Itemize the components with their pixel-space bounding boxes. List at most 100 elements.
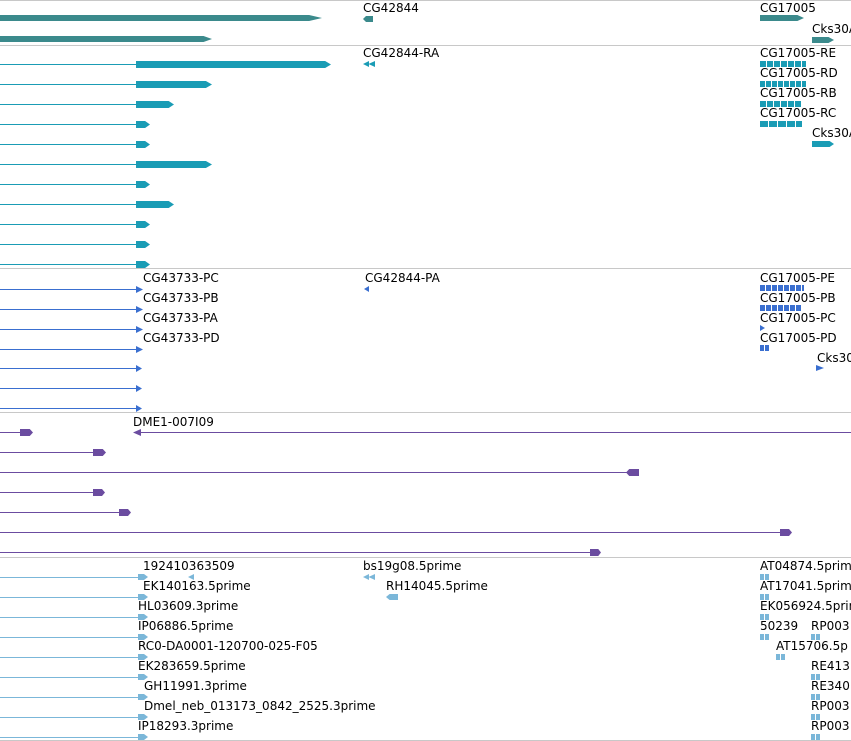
est-label[interactable]: EK056924.5prim — [760, 599, 851, 613]
gene-feature[interactable] — [812, 37, 834, 43]
transcript-label[interactable]: CG42844-RA — [363, 46, 440, 60]
transcript-intron[interactable] — [0, 264, 136, 265]
est-line[interactable] — [0, 677, 138, 678]
est-label[interactable]: IP06886.5prime — [138, 619, 234, 633]
est-end[interactable] — [138, 574, 148, 580]
transcript-exon[interactable] — [136, 181, 150, 188]
clone-end[interactable] — [780, 529, 792, 536]
transcript-intron[interactable] — [0, 204, 136, 205]
transcript-exon[interactable] — [136, 201, 174, 208]
cds-label[interactable]: CG43733-PA — [143, 311, 218, 325]
est-line[interactable] — [0, 577, 138, 578]
cds-exon[interactable] — [136, 385, 142, 392]
transcript-intron[interactable] — [0, 64, 136, 65]
est-label[interactable]: AT17041.5prim — [760, 579, 851, 593]
est-label[interactable]: RP003 — [811, 699, 850, 713]
est-end[interactable] — [188, 574, 194, 580]
cds-exon[interactable] — [136, 286, 143, 293]
clone-line[interactable] — [0, 492, 94, 493]
est-label[interactable]: IP18293.3prime — [138, 719, 234, 733]
est-line[interactable] — [0, 737, 138, 738]
est-end[interactable] — [138, 634, 148, 640]
cds-intron[interactable] — [0, 388, 136, 389]
transcript-intron[interactable] — [0, 164, 136, 165]
clone-end[interactable] — [20, 429, 33, 436]
cds-label[interactable]: CG43733-PB — [143, 291, 219, 305]
est-label[interactable]: RE413 — [811, 659, 850, 673]
cds-label[interactable]: CG17005-PB — [760, 291, 836, 305]
cds-label[interactable]: CG17005-PD — [760, 331, 837, 345]
clone-line[interactable] — [0, 452, 94, 453]
cds-exon[interactable] — [760, 305, 802, 311]
est-end[interactable] — [138, 674, 148, 680]
est-line[interactable] — [0, 697, 138, 698]
cds-exon[interactable] — [816, 365, 824, 371]
est-label[interactable]: HL03609.3prime — [138, 599, 239, 613]
cds-exon[interactable] — [136, 405, 142, 412]
cds-label[interactable]: CG42844-PA — [365, 271, 440, 285]
clone-end[interactable] — [626, 469, 639, 476]
clone-line[interactable] — [0, 432, 22, 433]
transcript-exon[interactable] — [136, 221, 150, 228]
gene-feature[interactable] — [760, 15, 804, 21]
cds-label[interactable]: CG43733-PD — [143, 331, 220, 345]
clone-line[interactable] — [0, 532, 782, 533]
est-end[interactable] — [811, 674, 821, 680]
est-end[interactable] — [138, 734, 148, 740]
transcript-label[interactable]: CG17005-RB — [760, 86, 837, 100]
transcript-intron[interactable] — [0, 124, 136, 125]
cds-intron[interactable] — [0, 329, 136, 330]
transcript-exon[interactable] — [136, 101, 174, 108]
clone-line[interactable] — [140, 432, 851, 433]
est-label[interactable]: RP003 — [811, 719, 850, 733]
est-label[interactable]: RP003 — [811, 619, 850, 633]
cds-exon[interactable] — [136, 346, 143, 353]
cds-exon[interactable] — [136, 365, 142, 372]
transcript-label[interactable]: CG17005-RC — [760, 106, 837, 120]
transcript-exon[interactable] — [136, 121, 150, 128]
clone-label[interactable]: DME1-007I09 — [133, 415, 214, 429]
transcript-intron[interactable] — [0, 144, 136, 145]
est-line[interactable] — [0, 617, 138, 618]
cds-label[interactable]: CG17005-PE — [760, 271, 835, 285]
est-end[interactable] — [363, 574, 375, 580]
cds-label[interactable]: Cks30 — [817, 351, 851, 365]
est-end[interactable] — [760, 594, 770, 600]
est-label[interactable]: EK140163.5prime — [143, 579, 251, 593]
est-label[interactable]: Dmel_neb_013173_0842_2525.3prime — [144, 699, 376, 713]
transcript-intron[interactable] — [0, 104, 136, 105]
cds-intron[interactable] — [0, 349, 136, 350]
transcript-exon[interactable] — [136, 61, 331, 68]
est-end[interactable] — [138, 694, 148, 700]
est-end[interactable] — [138, 594, 148, 600]
gene-label[interactable]: CG42844 — [363, 1, 419, 15]
gene-label[interactable]: Cks30A — [812, 22, 851, 36]
clone-line[interactable] — [0, 512, 120, 513]
clone-end[interactable] — [93, 489, 105, 496]
est-label[interactable]: 50239 — [760, 619, 799, 633]
est-end[interactable] — [776, 654, 786, 660]
est-end[interactable] — [386, 594, 398, 600]
clone-end[interactable] — [93, 449, 106, 456]
est-end[interactable] — [760, 574, 770, 580]
transcript-label[interactable]: Cks30A — [812, 126, 851, 140]
cds-label[interactable]: CG43733-PC — [143, 271, 219, 285]
est-line[interactable] — [0, 717, 138, 718]
est-label[interactable]: RE340 — [811, 679, 850, 693]
cds-exon[interactable] — [760, 345, 770, 351]
cds-exon[interactable] — [364, 286, 369, 292]
est-label[interactable]: RC0-DA0001-120700-025-F05 — [138, 639, 318, 653]
transcript-intron[interactable] — [0, 184, 136, 185]
cds-exon[interactable] — [760, 325, 765, 331]
est-label[interactable]: RH14045.5prime — [386, 579, 488, 593]
cds-exon[interactable] — [136, 306, 143, 313]
transcript-exon[interactable] — [136, 261, 150, 268]
est-end[interactable] — [138, 654, 148, 660]
est-end[interactable] — [138, 714, 148, 720]
est-label[interactable]: GH11991.3prime — [144, 679, 247, 693]
clone-line[interactable] — [0, 472, 628, 473]
transcript-exon[interactable] — [136, 81, 212, 88]
cds-intron[interactable] — [0, 408, 136, 409]
est-line[interactable] — [0, 637, 138, 638]
